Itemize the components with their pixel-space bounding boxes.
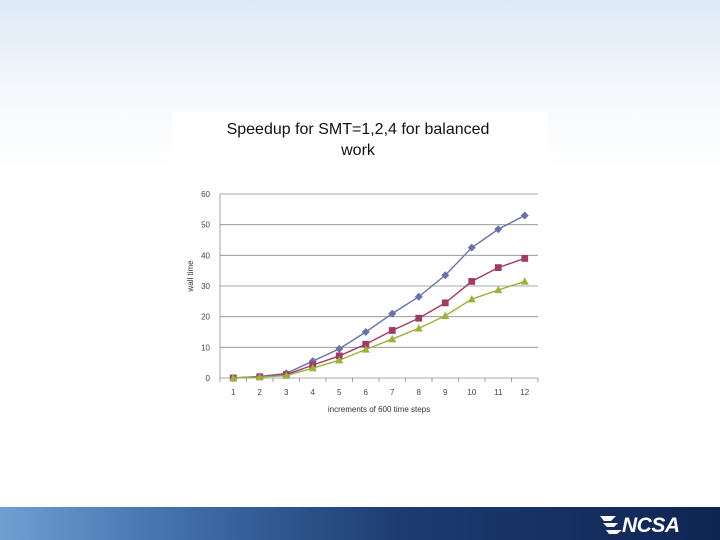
x-axis-title: increments of 600 time steps xyxy=(328,405,430,414)
series-line-1 xyxy=(233,214,526,379)
y-tick-label: 40 xyxy=(201,251,210,260)
ncsa-logo-text: NCSA xyxy=(622,514,680,536)
y-tick-label: 10 xyxy=(201,343,210,352)
chart-panel: Speedup for SMT=1,2,4 for balanced work … xyxy=(172,112,548,428)
chart-title: Speedup for SMT=1,2,4 for balanced work xyxy=(226,121,490,159)
series-1-point xyxy=(467,243,476,252)
series-3-point xyxy=(229,373,238,382)
x-tick-label: 8 xyxy=(417,388,422,397)
series-2-point xyxy=(468,278,476,285)
x-tick-label: 6 xyxy=(364,388,369,397)
y-tick-label: 0 xyxy=(206,374,211,383)
series-1-point xyxy=(520,211,529,220)
series-1-point xyxy=(494,225,503,234)
x-tick-label: 5 xyxy=(337,388,342,397)
x-tick-label: 9 xyxy=(443,388,448,397)
axes xyxy=(219,194,539,382)
series-2-point xyxy=(441,299,449,307)
x-tick-label: 11 xyxy=(494,388,503,397)
footer-bar: NCSA xyxy=(0,507,720,540)
series-2-point xyxy=(388,327,396,334)
y-axis-title: wall time xyxy=(186,260,195,293)
x-tick-label: 12 xyxy=(520,388,529,397)
series-3-point xyxy=(335,356,344,364)
x-tick-label: 4 xyxy=(311,388,316,397)
ncsa-logo: NCSA xyxy=(598,512,710,536)
series-2-point xyxy=(362,340,370,348)
series-3-point xyxy=(308,363,317,372)
gridlines xyxy=(220,193,538,348)
ncsa-logo-mark: NCSA xyxy=(600,514,680,536)
series-1-point xyxy=(361,328,370,336)
series-1-point xyxy=(441,271,450,280)
x-tick-label: 3 xyxy=(284,388,289,397)
x-tick-label: 7 xyxy=(390,388,395,397)
y-tick-label: 50 xyxy=(201,221,210,230)
series-2-point xyxy=(494,264,502,271)
series-3-point xyxy=(467,294,476,303)
x-tick-label: 10 xyxy=(467,388,476,397)
series-3-point xyxy=(520,277,529,285)
series-3-point xyxy=(388,334,397,343)
series-2-point xyxy=(335,352,343,360)
x-tick-label: 1 xyxy=(231,388,236,397)
series-3-point xyxy=(494,285,503,294)
y-tick-label: 20 xyxy=(201,313,210,322)
series-3-point xyxy=(255,372,264,381)
series-3-point xyxy=(441,311,450,319)
series-1-point xyxy=(335,344,344,353)
series-line-2 xyxy=(233,257,525,379)
series-3-point xyxy=(282,371,291,379)
series-2-point xyxy=(415,314,423,322)
series-line-3 xyxy=(233,280,525,379)
series xyxy=(229,211,529,382)
series-1-point xyxy=(414,292,423,301)
y-tick-label: 60 xyxy=(201,190,210,199)
series-2-point xyxy=(521,255,529,262)
series-1-point xyxy=(388,309,397,318)
x-tick-label: 2 xyxy=(258,388,263,397)
series-3-point xyxy=(361,345,370,353)
y-tick-label: 30 xyxy=(201,282,210,291)
series-3-point xyxy=(414,324,423,332)
